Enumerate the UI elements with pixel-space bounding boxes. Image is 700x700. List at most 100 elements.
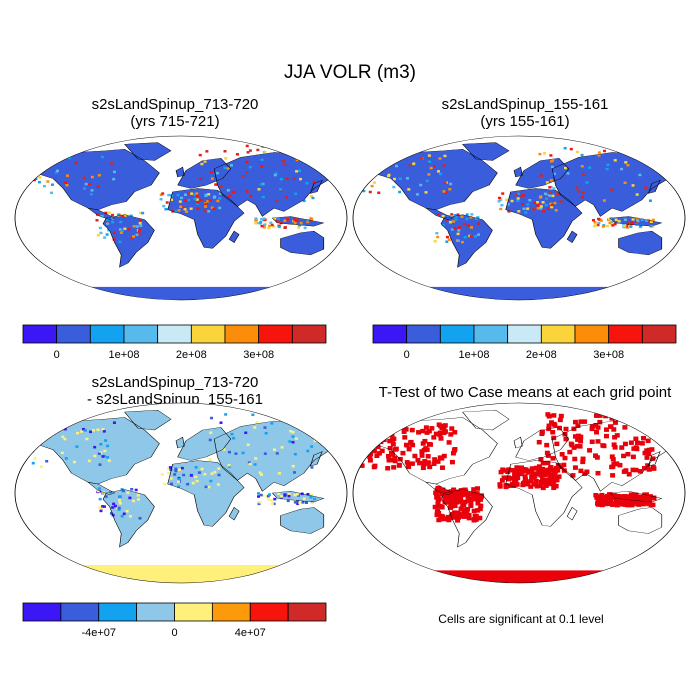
grid-cell	[128, 496, 132, 500]
grid-cell	[620, 499, 626, 504]
grid-cell	[425, 460, 431, 465]
grid-cell	[348, 454, 353, 459]
grid-cell	[65, 183, 69, 187]
grid-cell	[546, 423, 552, 429]
colorbar-label: 0	[54, 349, 60, 361]
grid-cell	[468, 234, 472, 238]
grid-cell	[445, 514, 451, 520]
grid-cell	[603, 433, 609, 439]
grid-cell	[311, 501, 315, 505]
grid-cell	[358, 186, 362, 189]
grid-cell	[423, 425, 429, 430]
grid-cell	[435, 501, 441, 506]
grid-cell	[644, 186, 648, 189]
grid-cell	[359, 463, 365, 468]
grid-cell	[311, 196, 315, 200]
grid-cell	[595, 501, 601, 506]
grid-cell	[248, 462, 252, 466]
grid-cell	[580, 456, 586, 462]
grid-cell	[105, 233, 109, 236]
grid-cell	[613, 222, 617, 226]
grid-cell	[208, 199, 212, 202]
grid-cell	[631, 218, 635, 221]
grid-cell	[434, 491, 440, 496]
grid-cell	[465, 498, 471, 503]
grid-cell	[366, 432, 372, 438]
grid-cell	[169, 477, 173, 480]
grid-cell	[533, 201, 537, 204]
grid-cell	[441, 214, 445, 218]
grid-cell	[348, 451, 353, 456]
grid-cell	[545, 181, 549, 184]
grid-cell	[449, 182, 453, 186]
grid-cell	[623, 224, 627, 228]
grid-cell	[353, 441, 359, 447]
grid-cell	[402, 435, 408, 440]
grid-cell	[260, 224, 264, 228]
grid-cell	[530, 472, 536, 477]
grid-cell	[64, 457, 68, 460]
grid-cell	[353, 462, 359, 468]
grid-cell	[548, 186, 552, 189]
grid-cell	[231, 190, 235, 194]
grid-cell	[628, 492, 634, 497]
grid-cell	[106, 222, 110, 225]
grid-cell	[360, 172, 364, 175]
grid-cell	[277, 492, 281, 495]
grid-cell	[337, 153, 340, 155]
grid-cell	[267, 493, 271, 496]
colorbar-swatch	[540, 324, 576, 344]
grid-cell	[605, 167, 609, 171]
grid-cell	[643, 423, 649, 428]
grid-cell	[452, 493, 458, 499]
grid-cell	[442, 429, 448, 434]
grid-cell	[296, 500, 300, 503]
grid-cell	[45, 459, 49, 463]
grid-cell	[592, 218, 596, 222]
grid-cell	[614, 218, 618, 221]
grid-cell	[26, 157, 30, 160]
grid-cell	[441, 223, 445, 227]
grid-cell	[514, 465, 520, 470]
grid-cell	[338, 454, 343, 459]
grid-cell	[453, 214, 457, 217]
grid-cell	[412, 453, 418, 459]
grid-cell	[595, 470, 601, 476]
grid-cell	[519, 194, 523, 198]
grid-cell	[46, 180, 50, 183]
grid-cell	[612, 501, 618, 507]
grid-cell	[368, 430, 374, 436]
grid-cell	[396, 463, 402, 468]
colorbar-label: 3e+08	[243, 349, 274, 361]
grid-cell	[513, 479, 519, 485]
grid-cell	[85, 437, 89, 441]
grid-cell	[353, 445, 359, 451]
grid-cell	[646, 498, 652, 504]
grid-cell	[218, 192, 222, 195]
grid-cell	[286, 218, 290, 221]
grid-cell	[550, 203, 554, 207]
grid-cell	[96, 213, 99, 216]
grid-cell	[120, 488, 124, 491]
grid-cell	[357, 427, 363, 433]
grid-cell	[458, 488, 464, 493]
colorbar-difference: -4e+07 0 4e+07	[22, 602, 327, 639]
grid-cell	[101, 505, 105, 508]
colorbar-label: 2e+08	[526, 349, 557, 361]
grid-cell	[215, 171, 219, 175]
grid-cell	[358, 153, 362, 157]
grid-cell	[132, 225, 136, 228]
grid-cell	[476, 216, 480, 219]
grid-cell	[536, 207, 540, 210]
grid-cell	[474, 497, 480, 502]
map-case1	[3, 135, 348, 301]
grid-cell	[448, 493, 454, 498]
grid-cell	[38, 423, 42, 426]
grid-cell	[139, 224, 143, 227]
grid-cell	[644, 419, 650, 424]
grid-cell	[295, 493, 299, 496]
colorbar-swatch	[574, 324, 610, 344]
grid-cell	[3, 156, 6, 158]
grid-cell	[208, 438, 212, 442]
grid-cell	[89, 430, 93, 434]
